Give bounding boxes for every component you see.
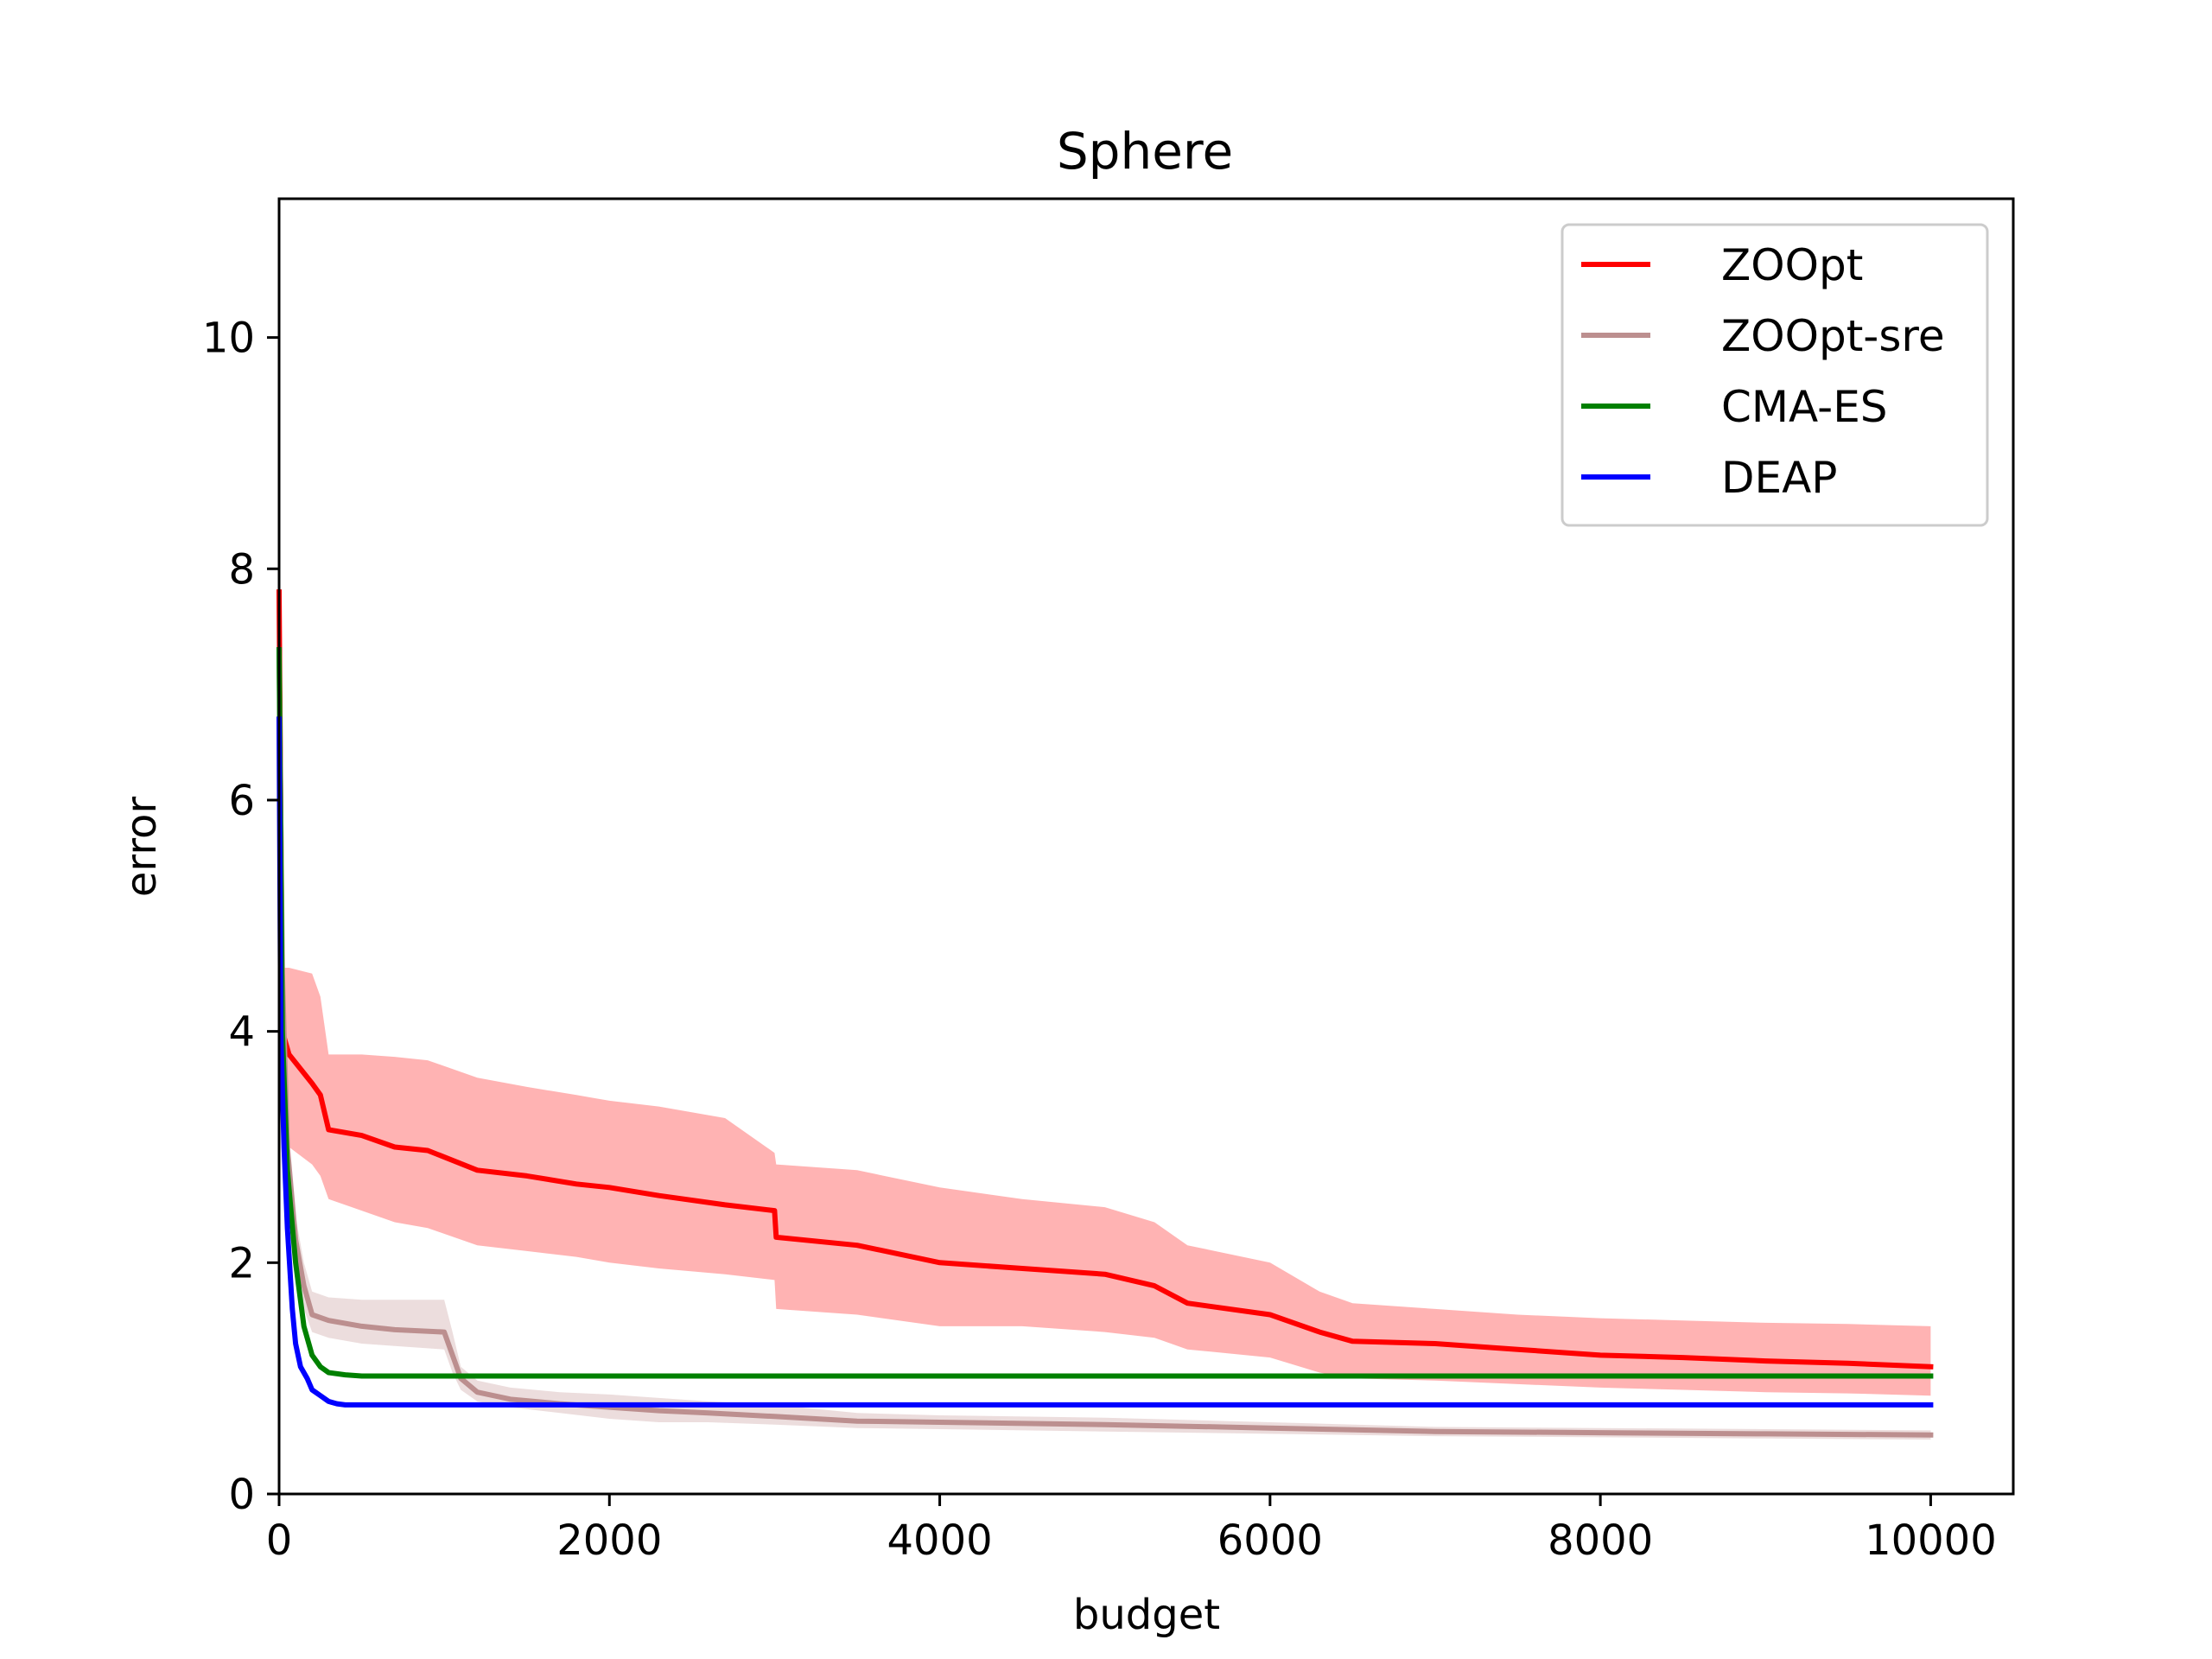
y-axis-label: error xyxy=(118,797,166,897)
plot-frame xyxy=(277,197,2015,1496)
y-axis-ticks: 0 2 4 6 8 10 xyxy=(202,315,279,1519)
confidence-bands xyxy=(279,580,1931,1440)
y-tick-label: 2 xyxy=(228,1239,255,1287)
x-axis-ticks: 0 2000 4000 6000 8000 10000 xyxy=(266,1494,1997,1565)
x-tick-label: 8000 xyxy=(1548,1516,1653,1565)
x-tick-label: 10000 xyxy=(1865,1516,1997,1565)
legend: ZOOpt ZOOpt-sre CMA-ES DEAP xyxy=(1560,223,1989,527)
legend-label-cma-es: CMA-ES xyxy=(1721,382,1888,432)
y-tick-label: 10 xyxy=(202,315,255,363)
y-tick-label: 6 xyxy=(228,777,255,825)
band-zoopt xyxy=(279,580,1931,1396)
x-tick-label: 6000 xyxy=(1217,1516,1323,1565)
series-line-zoopt-sre xyxy=(276,646,1934,1438)
legend-items: ZOOpt ZOOpt-sre CMA-ES DEAP xyxy=(1581,240,1945,503)
x-axis-label: budget xyxy=(1073,1591,1220,1639)
y-tick-label: 8 xyxy=(228,545,255,594)
legend-label-deap: DEAP xyxy=(1721,453,1837,503)
x-tick-label: 4000 xyxy=(887,1516,992,1565)
chart-title: Sphere xyxy=(1057,122,1233,181)
y-tick-label: 0 xyxy=(228,1471,255,1519)
series-line-deap xyxy=(276,716,1934,1408)
x-tick-label: 2000 xyxy=(556,1516,662,1565)
legend-label-zoopt: ZOOpt xyxy=(1721,240,1863,290)
series-line-zoopt xyxy=(276,589,1934,1370)
x-tick-label: 0 xyxy=(266,1516,293,1565)
y-tick-label: 4 xyxy=(228,1008,255,1057)
series-lines xyxy=(276,589,1934,1438)
legend-box xyxy=(1560,223,1989,527)
legend-label-zoopt-sre: ZOOpt-sre xyxy=(1721,311,1945,361)
